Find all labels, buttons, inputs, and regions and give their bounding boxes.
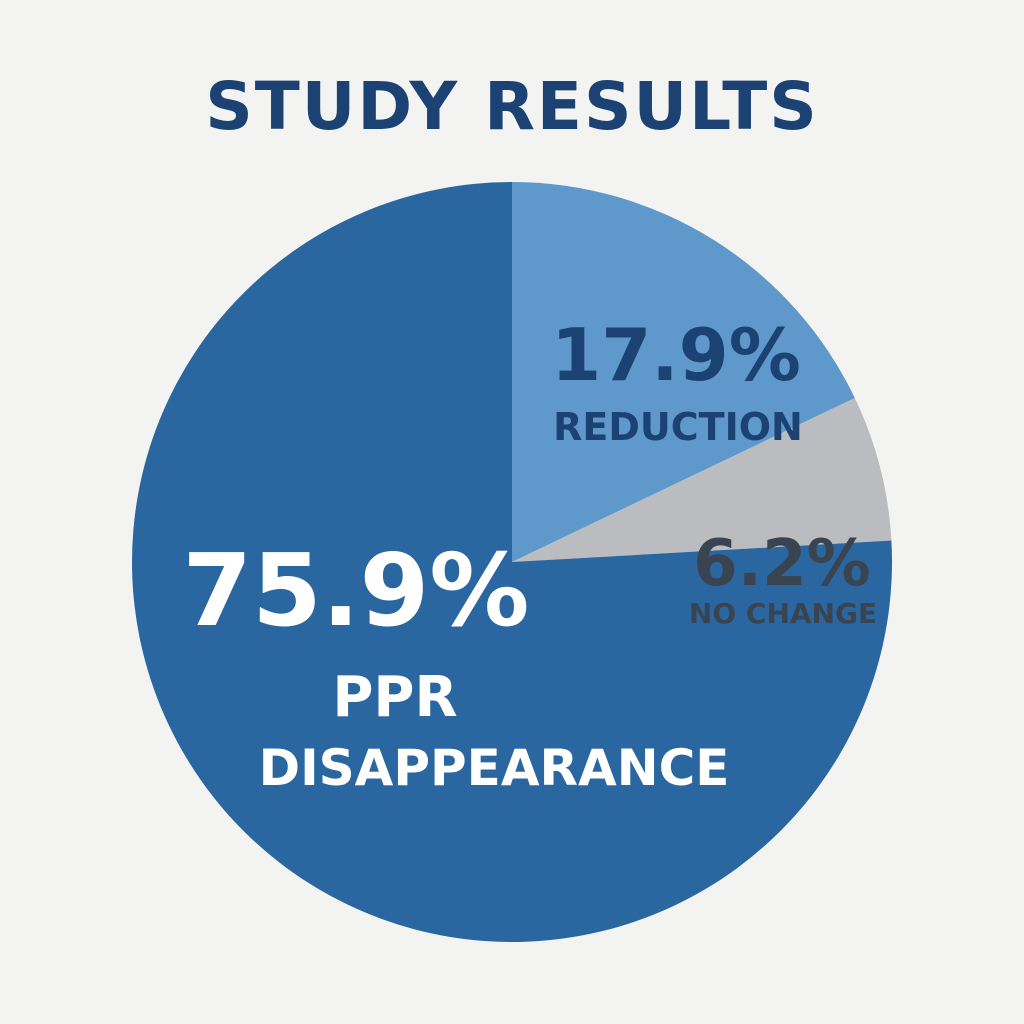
pie-slice-no-change — [512, 398, 892, 562]
chart-title: STUDY RESULTS — [205, 68, 819, 145]
slice-name-label-ppr: PPR — [332, 665, 457, 730]
slice-value-label-reduction: 17.9% — [551, 313, 801, 397]
pie-slice-reduction — [512, 182, 855, 562]
slice-name-label-disappearance: DISAPPEARANCE — [259, 739, 730, 797]
slice-name-label-reduction: REDUCTION — [553, 405, 803, 449]
slice-value-label-no-change: 6.2% — [693, 527, 871, 601]
slice-value-label-ppr-disappearance: 75.9% — [183, 532, 530, 649]
pie-slices — [132, 182, 892, 943]
pie-slice-ppr-disappearance — [132, 182, 892, 943]
slice-name-label-no-change: NO CHANGE — [689, 597, 877, 630]
